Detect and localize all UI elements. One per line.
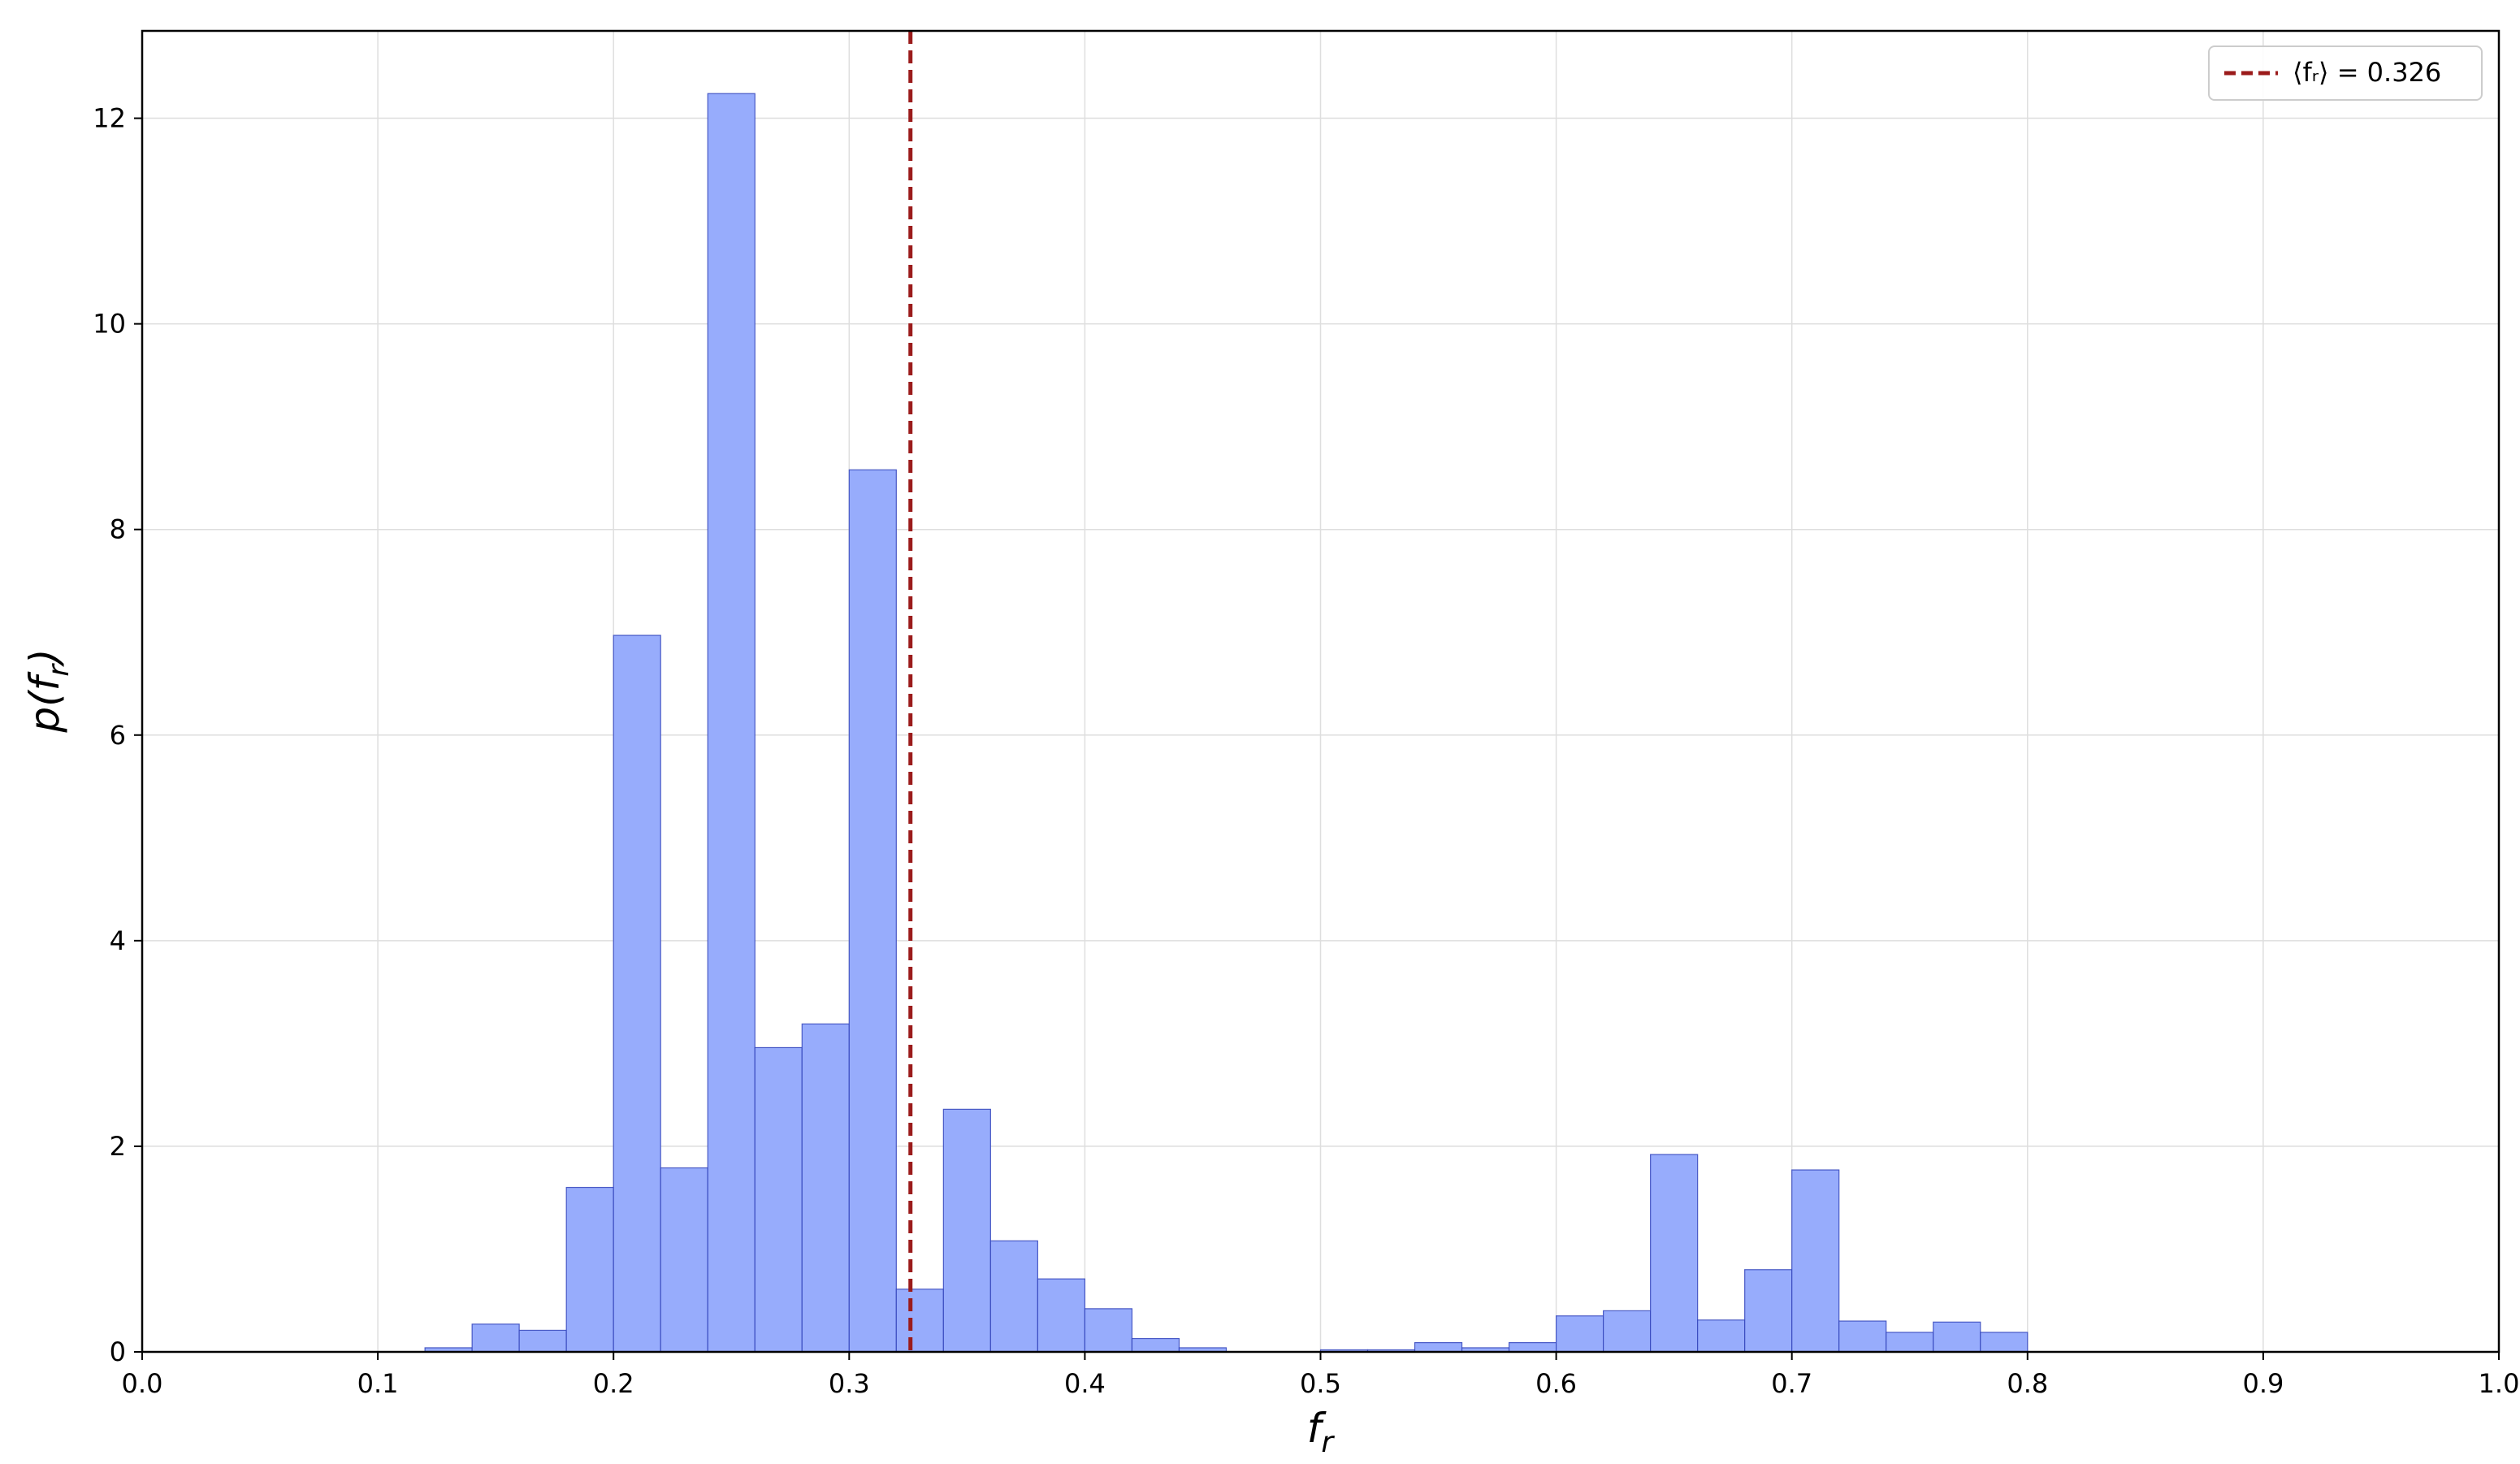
y-tick-label: 0 (110, 1336, 126, 1367)
x-axis-ticks: 0.0 0.1 0.2 0.3 0.4 0.5 0.6 0.7 0.8 0.9 1.0 (122, 1352, 2520, 1399)
histogram-bar (895, 1289, 944, 1353)
x-tick-label: 0.1 (357, 1368, 399, 1399)
histogram-bar (1603, 1310, 1652, 1353)
histogram-bar (1744, 1269, 1793, 1353)
histogram-bar (801, 1023, 850, 1353)
x-tick-label: 1.0 (2479, 1368, 2520, 1399)
x-tick-label: 0.9 (2242, 1368, 2284, 1399)
legend-box (2208, 45, 2483, 101)
histogram-bar (518, 1329, 567, 1353)
y-tick-label: 10 (93, 309, 126, 340)
histogram-bar (1650, 1154, 1699, 1353)
y-axis-label: p(fr) (21, 648, 76, 733)
y-axis-label-sub: r (42, 663, 76, 677)
histogram-bar (613, 635, 661, 1353)
histogram-bar (1508, 1342, 1557, 1353)
histogram-bar (754, 1046, 803, 1353)
histogram-bar (1697, 1319, 1746, 1353)
histogram-bar (1414, 1342, 1463, 1353)
x-tick-label: 0.5 (1300, 1368, 1341, 1399)
y-axis-label-prefix: p( (21, 689, 68, 734)
histogram-bar (660, 1167, 708, 1353)
y-tick-label: 4 (110, 925, 126, 956)
x-tick-label: 0.6 (1535, 1368, 1577, 1399)
histogram-bar (989, 1240, 1038, 1353)
y-tick-label: 12 (93, 103, 126, 134)
x-tick-label: 0.3 (829, 1368, 870, 1399)
histogram-bars (424, 93, 2029, 1353)
x-tick-label: 0.2 (593, 1368, 634, 1399)
histogram-bar (1037, 1278, 1086, 1353)
y-axis-label-suffix: ) (21, 648, 68, 668)
x-tick-label: 0.0 (122, 1368, 163, 1399)
histogram-bar (1084, 1308, 1133, 1353)
histogram-bar (848, 469, 897, 1353)
histogram-bar (1980, 1332, 2029, 1353)
histogram-bar (1131, 1337, 1180, 1353)
x-tick-label: 0.7 (1771, 1368, 1812, 1399)
histogram-bar (1886, 1332, 1934, 1353)
histogram-bar (1933, 1321, 1981, 1353)
histogram-bar (471, 1323, 520, 1353)
legend: ⟨fᵣ⟩ = 0.326 (2208, 45, 2483, 101)
histogram-bar (565, 1186, 614, 1353)
x-tick-label: 0.8 (2007, 1368, 2048, 1399)
y-axis-ticks: 0 2 4 6 8 10 12 (93, 103, 142, 1367)
legend-mean-label: ⟨fᵣ⟩ = 0.326 (2293, 57, 2441, 88)
y-tick-label: 6 (110, 720, 126, 751)
y-tick-label: 8 (110, 514, 126, 545)
y-tick-label: 2 (110, 1131, 126, 1162)
histogram-bar (707, 93, 756, 1353)
histogram-bar (1838, 1320, 1887, 1353)
histogram-bar (1791, 1169, 1840, 1353)
x-tick-label: 0.4 (1064, 1368, 1106, 1399)
histogram-bar (942, 1108, 991, 1353)
x-axis-label-sub: r (1321, 1426, 1335, 1459)
histogram-bar (1555, 1315, 1604, 1353)
